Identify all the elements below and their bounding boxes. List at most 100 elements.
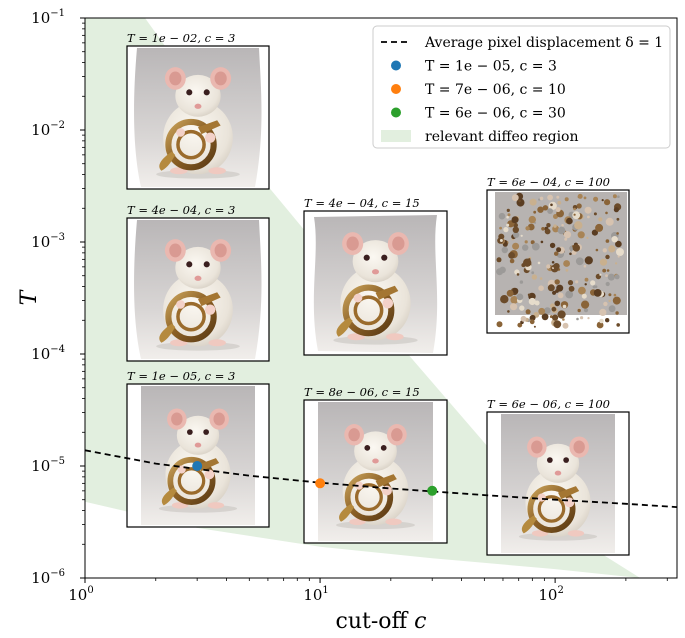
noise-speck <box>513 222 518 228</box>
noise-speck <box>496 321 503 328</box>
noise-speck <box>563 231 572 239</box>
noise-speck <box>552 290 557 295</box>
thumbnail: T = 1e − 02, c = 3 <box>126 31 270 190</box>
noise-speck <box>606 269 610 272</box>
y-tick-label: 10−3 <box>31 232 65 251</box>
noise-speck <box>593 289 602 297</box>
noise-speck <box>584 283 587 286</box>
x-tick-label: 101 <box>303 585 328 604</box>
noise-speck <box>603 301 608 307</box>
noise-speck <box>546 223 551 228</box>
noise-speck <box>529 319 535 325</box>
thumbnail-border <box>126 383 270 528</box>
noise-speck <box>506 223 510 227</box>
plot-frame <box>84 17 678 579</box>
thumbnail-label: T = 4e − 04, c = 15 <box>304 196 420 210</box>
noise-speck <box>584 277 589 282</box>
noise-speck <box>573 213 576 216</box>
noise-speck <box>554 251 559 256</box>
noise-speck <box>581 293 587 299</box>
legend-dot-swatch <box>391 60 401 71</box>
noise-speck <box>538 285 544 292</box>
thumbnail-layer: T = 1e − 02, c = 3 T = 4e − 04, c = 3 T = … <box>126 31 630 556</box>
noise-speck <box>616 217 620 221</box>
noise-speck <box>575 280 579 284</box>
legend-label: T = 1e − 05, c = 3 <box>425 59 557 75</box>
noise-speck <box>512 287 519 294</box>
noise-speck <box>587 317 590 320</box>
noise-speck <box>506 215 509 219</box>
noise-speck <box>503 227 509 233</box>
noise-speck <box>599 258 608 266</box>
noise-speck <box>498 212 506 220</box>
noise-speck <box>562 318 565 321</box>
thumbnail-label: T = 1e − 02, c = 3 <box>127 31 235 45</box>
noise-speck <box>561 224 564 227</box>
noise-speck <box>565 268 569 272</box>
noise-speck <box>511 194 519 202</box>
noise-speck <box>524 240 528 244</box>
thumbnail-label: T = 1e − 05, c = 3 <box>127 369 235 383</box>
noise-speck <box>604 199 611 206</box>
noise-speck <box>577 231 585 239</box>
noise-speck <box>509 258 515 264</box>
noise-speck <box>547 208 553 215</box>
noise-speck <box>531 242 540 251</box>
legend-dot-swatch <box>391 84 401 94</box>
displacement-line-layer <box>85 449 677 508</box>
noise-speck <box>546 264 551 269</box>
noise-speck <box>572 244 580 252</box>
noise-speck <box>605 274 608 277</box>
y-tick-label: 10−6 <box>31 568 65 587</box>
noise-speck <box>518 199 521 203</box>
noise-speck <box>602 248 607 253</box>
noise-speck <box>583 264 587 268</box>
noise-speck <box>562 304 567 309</box>
noise-speck <box>584 256 593 265</box>
data-point <box>427 485 438 496</box>
noise-speck <box>510 296 519 304</box>
noise-speck <box>500 295 509 304</box>
noise-speck <box>551 306 557 312</box>
noise-speck <box>614 274 620 280</box>
noise-speck <box>568 285 575 292</box>
noise-speck <box>520 234 523 237</box>
noise-speck <box>544 228 551 235</box>
noise-speck <box>608 299 611 303</box>
noise-speck <box>553 224 557 228</box>
noise-speck <box>553 263 560 270</box>
noise-speck <box>564 237 568 241</box>
noise-speck <box>557 226 566 235</box>
noise-speck <box>599 318 604 324</box>
noise-speck <box>547 194 553 201</box>
noise-speck <box>592 285 596 289</box>
noise-speck <box>615 240 622 248</box>
noise-speck <box>529 314 536 321</box>
noise-speck <box>537 261 541 265</box>
noise-speck <box>595 223 604 232</box>
displacement-line <box>85 449 677 508</box>
noise-speck <box>541 313 549 321</box>
noise-speck <box>539 277 543 280</box>
noise-speck <box>616 248 624 256</box>
noise-speck <box>557 200 562 205</box>
noise-speck <box>578 286 586 295</box>
noise-speck <box>590 280 596 286</box>
noise-speck <box>599 308 607 316</box>
noise-speck <box>605 254 610 260</box>
data-point <box>315 478 326 489</box>
noise-speck <box>577 308 581 313</box>
noise-speck <box>527 293 531 297</box>
thumbnail: T = 6e − 04, c = 100 <box>486 175 630 334</box>
noise-speck <box>557 292 564 299</box>
noise-speck <box>615 262 618 265</box>
noise-speck <box>540 240 544 244</box>
noise-speck <box>544 307 551 314</box>
noise-speck <box>519 280 524 284</box>
noise-speck <box>593 212 597 216</box>
noise-speck <box>598 217 603 222</box>
points-layer <box>192 461 438 496</box>
noise-speck <box>531 271 535 275</box>
noise-speck <box>506 208 510 212</box>
noise-speck <box>616 323 620 327</box>
